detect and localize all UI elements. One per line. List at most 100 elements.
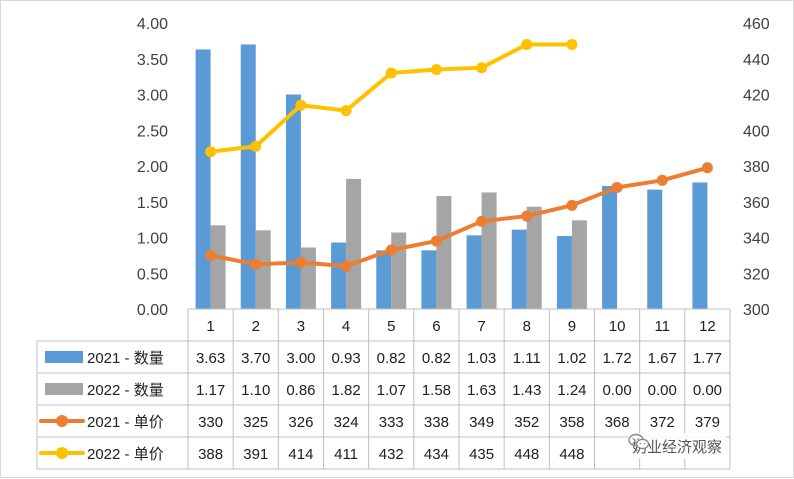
line-point <box>521 210 533 222</box>
table-cell-value: 1.17 <box>196 382 225 399</box>
watermark: 奶业经济观察 <box>628 433 727 459</box>
line-point <box>566 199 578 211</box>
bar <box>602 186 618 309</box>
table-cell-value: 434 <box>424 446 449 463</box>
y-left-tick-label: 1.50 <box>137 195 168 212</box>
line-point <box>566 38 578 50</box>
bar <box>571 220 587 309</box>
y-right-tick-label: 320 <box>743 266 770 283</box>
y-right-tick-label: 360 <box>743 195 770 212</box>
bar <box>647 189 663 309</box>
legend-label: 2022 - 单价 <box>87 446 164 463</box>
table-cell-value: 448 <box>559 446 584 463</box>
line-point <box>385 67 397 79</box>
table-cell-value: 333 <box>379 414 404 431</box>
y-left-tick-label: 2.50 <box>137 123 168 140</box>
legend-key-bar <box>45 351 83 363</box>
table-cell-value: 0.82 <box>422 350 451 367</box>
table-cell-value: 1.82 <box>331 382 360 399</box>
bar <box>692 182 708 309</box>
line-point <box>476 215 488 227</box>
line-point <box>385 244 397 256</box>
bar <box>556 236 572 309</box>
table-cell-value: 0.00 <box>693 382 722 399</box>
bar <box>346 178 362 309</box>
table-cell-value: 0.00 <box>648 382 677 399</box>
bar <box>481 192 497 309</box>
category-label: 12 <box>699 318 716 335</box>
table-cell-value: 414 <box>288 446 313 463</box>
bar <box>526 206 542 309</box>
category-label: 11 <box>654 318 670 335</box>
y-right-tick-label: 420 <box>743 88 770 105</box>
line-point <box>476 62 488 74</box>
table-cell-value: 1.11 <box>513 350 541 367</box>
y-left-tick-label: 0.50 <box>137 266 168 283</box>
y-right-tick-label: 460 <box>743 16 770 33</box>
table-cell-value: 0.86 <box>286 382 315 399</box>
legend-key-marker <box>56 447 68 459</box>
category-label: 7 <box>477 318 485 335</box>
table-cell-value: 324 <box>334 414 359 431</box>
table-cell-value: 1.24 <box>557 382 586 399</box>
table-cell-value: 379 <box>695 414 720 431</box>
line-point <box>295 99 307 111</box>
bar <box>300 247 316 309</box>
table-cell-value: 1.03 <box>467 350 496 367</box>
table-cell-value: 0.93 <box>331 350 360 367</box>
line-point <box>340 105 352 117</box>
table-cell-value: 0.82 <box>377 350 406 367</box>
bar <box>511 229 527 309</box>
line-point <box>611 181 623 193</box>
bar <box>466 235 482 309</box>
legend-key-marker <box>56 415 68 427</box>
table-cell-value: 1.43 <box>512 382 541 399</box>
legend-key-bar <box>45 383 83 395</box>
table-cell-value: 1.58 <box>422 382 451 399</box>
y-left-tick-label: 2.00 <box>137 159 168 176</box>
bar <box>391 232 407 309</box>
table-cell-value: 330 <box>198 414 223 431</box>
series-line <box>208 42 574 154</box>
table-cell-value: 1.77 <box>693 350 722 367</box>
line-point <box>656 174 668 186</box>
category-label: 6 <box>432 318 440 335</box>
table-cell-value: 1.63 <box>467 382 496 399</box>
y-right-tick-label: 380 <box>743 159 770 176</box>
category-label: 1 <box>206 318 214 335</box>
bar <box>240 44 256 309</box>
line-point <box>205 249 217 261</box>
table-cell-value: 448 <box>514 446 539 463</box>
table-cell-value: 352 <box>514 414 539 431</box>
table-cell-value: 1.02 <box>557 350 586 367</box>
y-right-tick-label: 300 <box>743 302 770 319</box>
line-point <box>295 257 307 269</box>
bar <box>331 242 347 309</box>
y-left-tick-label: 3.50 <box>137 52 168 69</box>
y-right-tick-label: 400 <box>743 123 770 140</box>
table-cell-value: 325 <box>243 414 268 431</box>
line-point <box>701 162 713 174</box>
table-cell-value: 358 <box>559 414 584 431</box>
category-label: 4 <box>342 318 350 335</box>
y-right-tick-label: 340 <box>743 231 770 248</box>
category-label: 5 <box>387 318 395 335</box>
table-cell-value: 1.72 <box>602 350 631 367</box>
table-cell-value: 0.00 <box>602 382 631 399</box>
watermark-text: 奶业经济观察 <box>632 438 723 456</box>
category-label: 8 <box>523 318 531 335</box>
line-point <box>250 140 262 152</box>
bar <box>421 250 437 309</box>
line-point <box>430 63 442 75</box>
bar <box>436 196 452 309</box>
bar <box>376 250 392 309</box>
table-cell-value: 1.10 <box>241 382 270 399</box>
legend-label: 2021 - 数量 <box>87 350 164 367</box>
category-label: 3 <box>297 318 305 335</box>
bar <box>210 225 226 309</box>
table-cell-value: 3.63 <box>196 350 225 367</box>
bar <box>255 230 271 309</box>
wechat-icon <box>628 433 650 450</box>
